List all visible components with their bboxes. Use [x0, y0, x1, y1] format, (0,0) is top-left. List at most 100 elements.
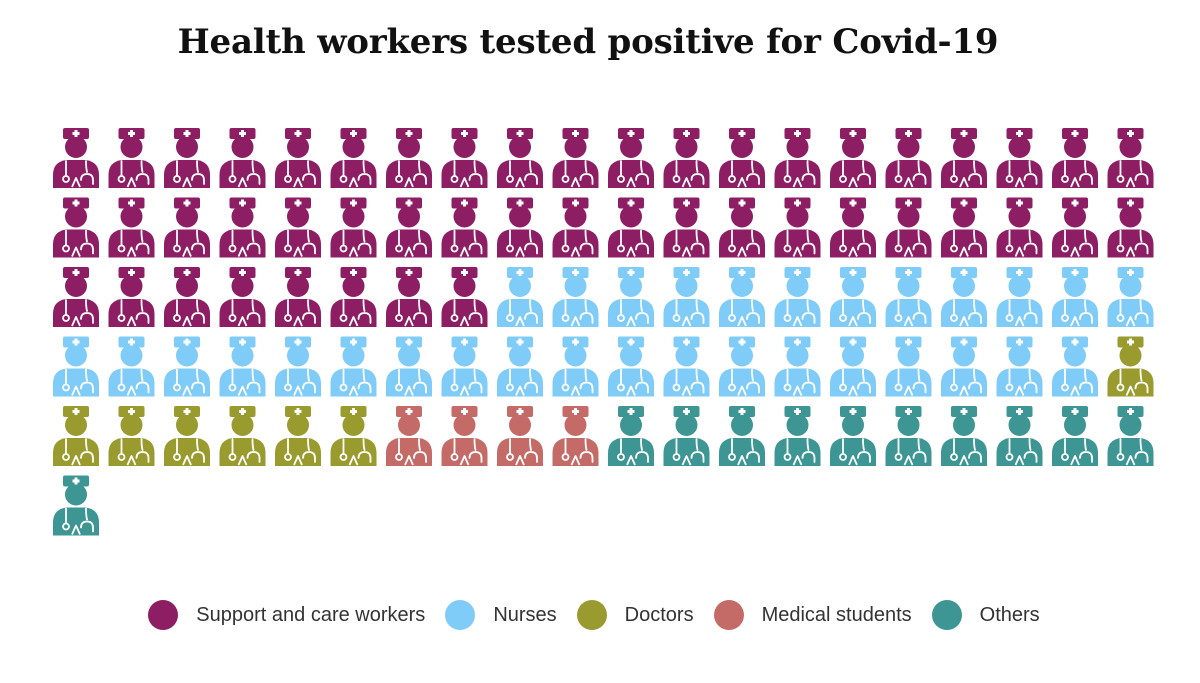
health-worker-icon	[219, 197, 266, 258]
health-worker-icon	[164, 197, 210, 258]
health-worker-icon	[53, 336, 99, 397]
legend: Support and care workers Nurses Doctors Med…	[0, 600, 1188, 630]
health-worker-icon	[441, 267, 488, 327]
health-worker-icon	[1107, 336, 1154, 397]
health-worker-icon	[497, 336, 543, 397]
health-worker-icon	[497, 197, 543, 258]
legend-swatch	[445, 600, 476, 630]
health-worker-icon	[885, 336, 932, 397]
health-worker-icon	[108, 336, 155, 397]
health-worker-icon	[386, 267, 432, 327]
health-worker-icon	[719, 128, 765, 188]
health-worker-icon	[885, 128, 932, 188]
legend-swatch	[148, 600, 179, 630]
health-worker-icon	[774, 267, 821, 327]
legend-item: Nurses	[445, 600, 557, 630]
health-worker-icon	[108, 406, 155, 466]
health-worker-icon	[219, 128, 266, 188]
health-worker-icon	[53, 128, 99, 188]
health-worker-icon	[53, 197, 99, 258]
health-worker-icon	[1052, 336, 1098, 397]
health-worker-icon	[552, 197, 599, 258]
health-worker-icon	[1052, 128, 1098, 188]
health-worker-icon	[441, 128, 488, 188]
health-worker-icon	[663, 267, 710, 327]
health-worker-icon	[663, 406, 710, 466]
health-worker-icon	[941, 336, 987, 397]
health-worker-icon	[441, 406, 488, 466]
legend-label: Doctors	[624, 603, 694, 626]
health-worker-icon	[497, 267, 543, 327]
health-worker-icon	[1107, 197, 1154, 258]
legend-label: Others	[979, 603, 1040, 626]
health-worker-icon	[441, 197, 488, 258]
health-worker-icon	[1107, 267, 1154, 327]
health-worker-icon	[1052, 406, 1098, 466]
health-worker-icon	[830, 267, 876, 327]
health-worker-icon	[275, 197, 321, 258]
health-worker-icon	[164, 128, 210, 188]
health-worker-icon	[164, 267, 210, 327]
health-worker-icon	[996, 336, 1043, 397]
health-worker-icon	[53, 406, 99, 466]
legend-item: Support and care workers	[148, 600, 425, 630]
health-worker-icon	[1107, 406, 1154, 466]
health-worker-icon	[830, 406, 876, 466]
health-worker-icon	[663, 336, 710, 397]
health-worker-icon	[774, 336, 821, 397]
health-worker-icon	[497, 128, 543, 188]
health-worker-icon	[608, 197, 654, 258]
health-worker-icon	[885, 197, 932, 258]
health-worker-icon	[552, 336, 599, 397]
legend-item: Medical students	[713, 600, 912, 630]
health-worker-icon	[830, 197, 876, 258]
health-worker-icon	[275, 336, 321, 397]
chart-title: Health workers tested positive for Covid…	[177, 22, 999, 62]
health-worker-icon	[830, 336, 876, 397]
health-worker-icon	[608, 128, 654, 188]
health-worker-icon	[608, 267, 654, 327]
health-worker-icon	[885, 406, 932, 466]
health-worker-icon	[663, 128, 710, 188]
health-worker-icon	[552, 128, 599, 188]
health-worker-icon	[53, 267, 99, 327]
health-worker-icon	[330, 128, 377, 188]
legend-label: Medical students	[761, 603, 912, 626]
health-worker-icon	[386, 197, 432, 258]
health-worker-icon	[386, 406, 432, 466]
health-worker-icon	[275, 267, 321, 327]
health-worker-icon	[941, 128, 987, 188]
waffle-grid	[53, 128, 1154, 536]
health-worker-icon	[941, 406, 987, 466]
legend-label: Nurses	[493, 603, 557, 626]
health-worker-icon	[497, 406, 543, 466]
legend-label: Support and care workers	[196, 603, 426, 626]
health-worker-icon	[1107, 128, 1154, 188]
health-worker-icon	[996, 197, 1043, 258]
legend-item: Others	[931, 600, 1040, 630]
health-worker-icon	[608, 406, 654, 466]
health-worker-icon	[164, 336, 210, 397]
health-worker-icon	[441, 336, 488, 397]
health-worker-icon	[275, 128, 321, 188]
health-worker-icon	[941, 267, 987, 327]
legend-swatch	[931, 600, 962, 630]
health-worker-icon	[386, 336, 432, 397]
legend-item: Doctors	[576, 600, 694, 630]
health-worker-icon	[164, 406, 210, 466]
health-worker-icon	[1052, 197, 1098, 258]
health-worker-icon	[719, 267, 765, 327]
health-worker-icon	[608, 336, 654, 397]
health-worker-icon	[996, 128, 1043, 188]
legend-swatch	[713, 600, 744, 630]
health-worker-icon	[330, 336, 377, 397]
health-worker-icon	[885, 267, 932, 327]
health-worker-icon	[108, 267, 155, 327]
health-worker-icon	[719, 336, 765, 397]
health-worker-icon	[719, 197, 765, 258]
health-worker-icon	[1052, 267, 1098, 327]
legend-swatch	[576, 600, 607, 630]
health-worker-icon	[108, 197, 155, 258]
health-worker-icon	[330, 267, 377, 327]
health-worker-icon	[663, 197, 710, 258]
